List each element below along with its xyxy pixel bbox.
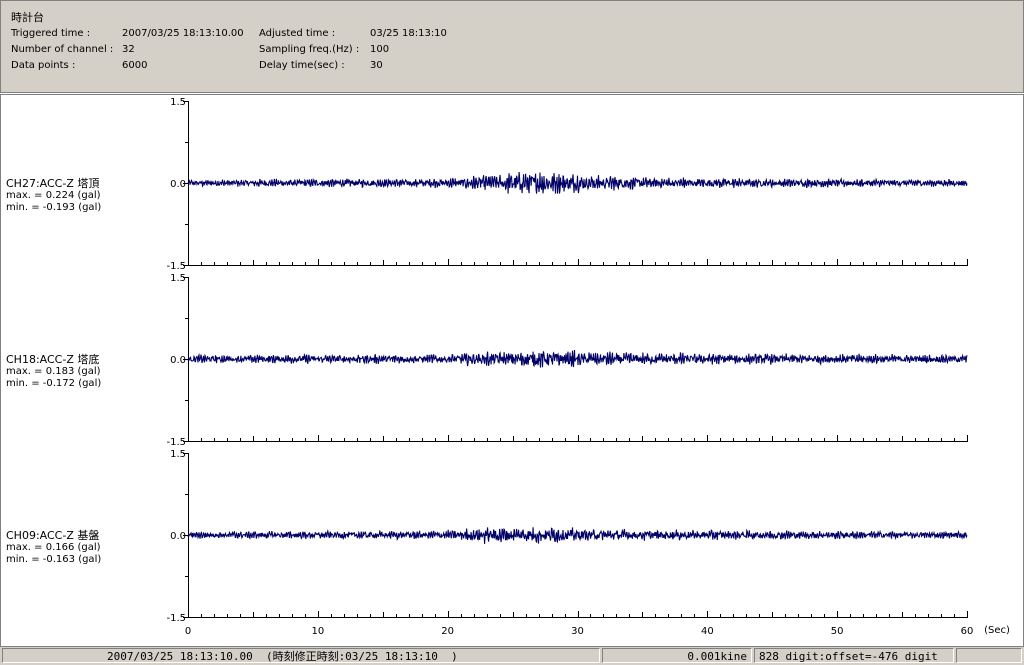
waveform-trace [187,527,968,544]
channel-max: max. = 0.224 (gal) [6,190,101,201]
status-bar: 2007/03/25 18:13:10.00 (時刻修正時刻:03/25 18:… [0,646,1024,665]
status-units: 0.001kine [602,648,752,663]
y-tick-label: -1.5 [166,261,186,272]
adjusted-time-value: 03/25 18:13:10 [370,28,447,39]
adjusted-time-label: Adjusted time : [259,28,336,39]
info-header: 時計台 Triggered time : 2007/03/25 18:13:10… [0,0,1024,93]
waveform-trace [187,349,968,368]
x-tick-label: 60 [961,626,974,637]
channel-name: CH09:ACC-Z 基盤 [6,529,99,542]
delay-time-label: Delay time(sec) : [259,60,345,71]
channel-name: CH18:ACC-Z 塔底 [6,352,99,366]
delay-time-value: 30 [370,60,383,71]
data-points-label: Data points : [11,60,76,71]
channel-min: min. = -0.193 (gal) [6,202,101,213]
x-tick-label: 20 [441,626,454,637]
sampling-freq-value: 100 [370,44,390,55]
x-tick-label: 30 [571,626,584,637]
channel-count-label: Number of channel : [11,44,114,55]
x-tick-label: 0 [185,626,191,637]
channel-max: max. = 0.183 (gal) [6,366,101,377]
y-tick-label: -1.5 [166,437,186,448]
y-tick-label: 1.5 [170,97,186,108]
y-tick-label: -1.5 [166,613,186,624]
x-tick-label: 50 [831,626,844,637]
y-tick-label: 0.0 [170,179,186,190]
status-digit: 828 digit:offset=-476 digit [754,648,954,663]
channel-count-value: 32 [122,44,135,55]
x-axis-unit: (Sec) [984,625,1010,636]
sampling-freq-label: Sampling freq.(Hz) : [259,44,360,55]
y-tick-label: 1.5 [170,273,186,284]
x-tick-label: 40 [701,626,714,637]
y-tick-label: 0.0 [170,355,186,366]
channel-min: min. = -0.163 (gal) [6,554,101,565]
channel-max: max. = 0.166 (gal) [6,542,101,553]
y-tick-label: 1.5 [170,449,186,460]
triggered-time-value: 2007/03/25 18:13:10.00 [122,28,244,39]
status-time: 2007/03/25 18:13:10.00 (時刻修正時刻:03/25 18:… [2,648,600,663]
status-empty-pane [956,648,1022,663]
waveform-trace [187,171,968,194]
channel-name: CH27:ACC-Z 塔頂 [6,177,99,190]
triggered-time-label: Triggered time : [11,28,91,39]
waveform-plot-area: 1.5 0.0 -1.5 CH27:ACC-Z 塔頂 max. = 0.224 (gal… [0,94,1024,647]
y-tick-label: 0.0 [170,531,186,542]
data-points-value: 6000 [122,60,148,71]
x-tick-label: 10 [311,626,324,637]
site-title: 時計台 [11,11,44,24]
channel-min: min. = -0.172 (gal) [6,378,101,389]
